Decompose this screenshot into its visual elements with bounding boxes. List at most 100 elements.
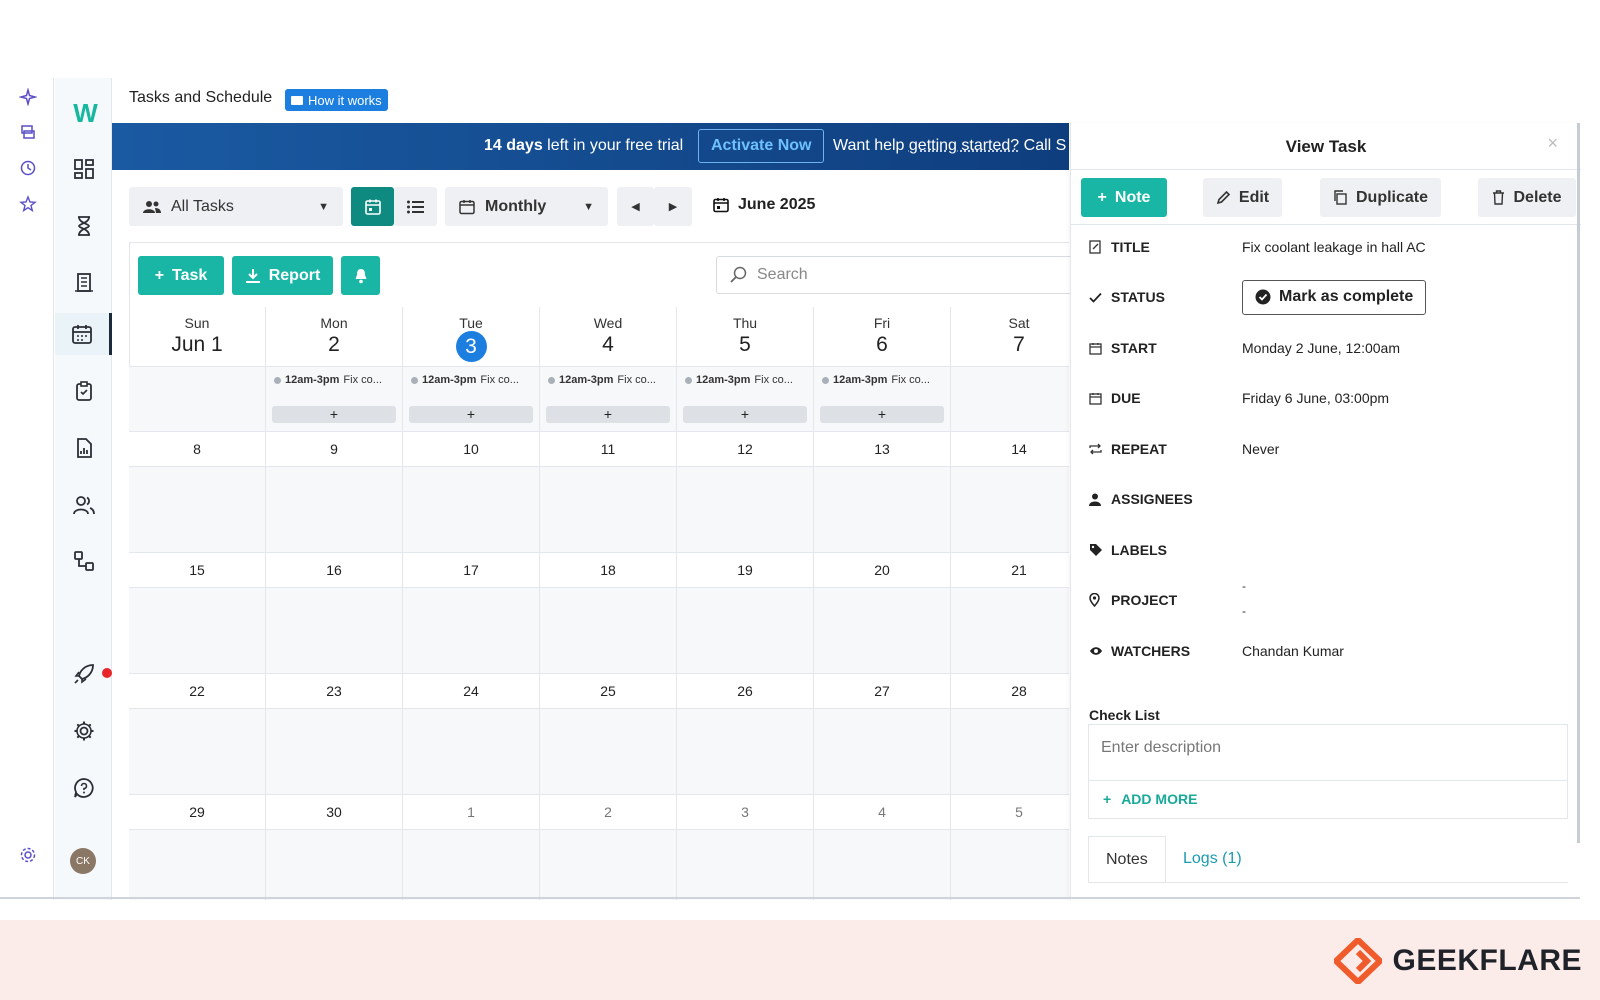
add-task-to-day-button[interactable]: +	[683, 406, 807, 423]
add-task-button[interactable]: + Task	[138, 256, 224, 295]
dashboard-icon[interactable]	[55, 148, 112, 190]
drawer-scrollbar[interactable]	[1577, 123, 1580, 843]
report-button[interactable]: Report	[232, 256, 333, 295]
day-cell[interactable]: 5	[951, 795, 1069, 900]
clipboard-icon[interactable]	[55, 370, 112, 412]
workflow-icon[interactable]	[55, 540, 112, 582]
watchers-value: Chandan Kumar	[1242, 643, 1344, 659]
day-cell[interactable]: 9	[266, 432, 403, 553]
day-cell[interactable]: 12am-3pm Fix co... +	[403, 367, 540, 432]
rocket-icon[interactable]	[55, 653, 112, 695]
activate-now-button[interactable]: Activate Now	[698, 129, 825, 163]
mark-as-complete-button[interactable]: Mark as complete	[1242, 279, 1427, 315]
day-cell[interactable]	[951, 367, 1069, 432]
day-cell[interactable]: 17	[403, 553, 540, 674]
day-cell[interactable]: 16	[266, 553, 403, 674]
field-due: DUE Friday 6 June, 03:00pm	[1089, 383, 1569, 413]
period-dropdown[interactable]: Monthly ▼	[445, 187, 608, 226]
add-task-to-day-button[interactable]: +	[272, 406, 396, 423]
day-cell[interactable]: 18	[540, 553, 677, 674]
day-cell[interactable]: 29	[129, 795, 266, 900]
next-month-button[interactable]: ▶	[654, 187, 692, 226]
day-cell[interactable]: 12am-3pm Fix co... +	[540, 367, 677, 432]
delete-button[interactable]: Delete	[1478, 178, 1576, 217]
checklist-description-input[interactable]	[1101, 739, 1541, 757]
search-box[interactable]	[716, 256, 1076, 294]
day-date[interactable]: 2	[328, 333, 340, 356]
hourglass-icon[interactable]	[55, 205, 112, 247]
how-it-works-button[interactable]: How it works	[285, 89, 388, 111]
day-cell[interactable]: 27	[814, 674, 951, 795]
day-cell[interactable]: 28	[951, 674, 1069, 795]
day-cell[interactable]: 8	[129, 432, 266, 553]
day-cell[interactable]: 14	[951, 432, 1069, 553]
settings-gear-small-icon[interactable]	[17, 844, 39, 866]
day-cell[interactable]: 20	[814, 553, 951, 674]
day-date[interactable]: 7	[1013, 333, 1025, 356]
day-cell[interactable]: 30	[266, 795, 403, 900]
users-icon[interactable]	[55, 484, 112, 526]
current-month[interactable]: June 2025	[713, 196, 815, 214]
day-cell[interactable]: 12am-3pm Fix co... +	[814, 367, 951, 432]
layers-icon[interactable]	[17, 121, 39, 143]
tab-notes[interactable]: Notes	[1088, 836, 1166, 882]
day-cell[interactable]: 25	[540, 674, 677, 795]
day-cell[interactable]	[129, 367, 266, 432]
star-icon[interactable]	[17, 193, 39, 215]
close-icon[interactable]: ×	[1547, 133, 1558, 153]
task-event[interactable]: 12am-3pm Fix co...	[411, 374, 519, 386]
day-cell[interactable]: 13	[814, 432, 951, 553]
sparkle-icon[interactable]	[17, 86, 39, 108]
gear-icon[interactable]	[55, 710, 112, 752]
add-task-to-day-button[interactable]: +	[546, 406, 670, 423]
add-task-label: Task	[172, 266, 208, 284]
day-cell[interactable]: 11	[540, 432, 677, 553]
tab-logs[interactable]: Logs (1)	[1183, 850, 1242, 867]
day-date[interactable]: 6	[876, 333, 888, 356]
list-view-toggle[interactable]	[394, 187, 437, 226]
add-note-button[interactable]: + Note	[1081, 178, 1167, 217]
building-icon[interactable]	[55, 261, 112, 303]
day-cell[interactable]: 2	[540, 795, 677, 900]
reminder-button[interactable]	[341, 256, 380, 295]
duplicate-button[interactable]: Duplicate	[1320, 178, 1441, 217]
search-input[interactable]	[757, 266, 1017, 284]
day-cell[interactable]: 12am-3pm Fix co... +	[266, 367, 403, 432]
task-event[interactable]: 12am-3pm Fix co...	[822, 374, 930, 386]
day-cell[interactable]: 19	[677, 553, 814, 674]
day-cell[interactable]: 10	[403, 432, 540, 553]
help-chat-icon[interactable]	[55, 767, 112, 809]
day-cell[interactable]: 21	[951, 553, 1069, 674]
clock-icon[interactable]	[17, 157, 39, 179]
day-cell[interactable]: 3	[677, 795, 814, 900]
day-cell[interactable]: 12	[677, 432, 814, 553]
report-icon[interactable]	[55, 427, 112, 469]
day-cell[interactable]: 22	[129, 674, 266, 795]
day-date[interactable]: 5	[739, 333, 751, 356]
getting-started-link[interactable]: getting started?	[908, 137, 1020, 154]
add-task-to-day-button[interactable]: +	[820, 406, 944, 423]
day-cell[interactable]: 4	[814, 795, 951, 900]
task-event[interactable]: 12am-3pm Fix co...	[685, 374, 793, 386]
day-cell[interactable]: 12am-3pm Fix co... +	[677, 367, 814, 432]
day-cell[interactable]: 26	[677, 674, 814, 795]
day-cell[interactable]: 24	[403, 674, 540, 795]
today-date[interactable]: 3	[455, 331, 487, 362]
calendar-view-toggle[interactable]	[351, 187, 394, 226]
day-date[interactable]: 4	[602, 333, 614, 356]
add-task-to-day-button[interactable]: +	[409, 406, 533, 423]
add-more-button[interactable]: + ADD MORE	[1103, 791, 1197, 807]
day-cell[interactable]: 15	[129, 553, 266, 674]
day-cell[interactable]: 1	[403, 795, 540, 900]
app-logo[interactable]: W	[73, 98, 98, 128]
avatar[interactable]: CK	[70, 848, 96, 874]
edit-button[interactable]: Edit	[1203, 178, 1282, 217]
prev-month-button[interactable]: ◀	[617, 187, 654, 226]
task-event[interactable]: 12am-3pm Fix co...	[548, 374, 656, 386]
task-filter-dropdown[interactable]: All Tasks ▼	[129, 187, 343, 226]
day-date[interactable]: Jun 1	[171, 333, 223, 356]
day-cell[interactable]: 23	[266, 674, 403, 795]
weekday-name: Thu	[732, 315, 758, 331]
task-event[interactable]: 12am-3pm Fix co...	[274, 374, 382, 386]
calendar-nav-icon[interactable]	[55, 313, 112, 355]
